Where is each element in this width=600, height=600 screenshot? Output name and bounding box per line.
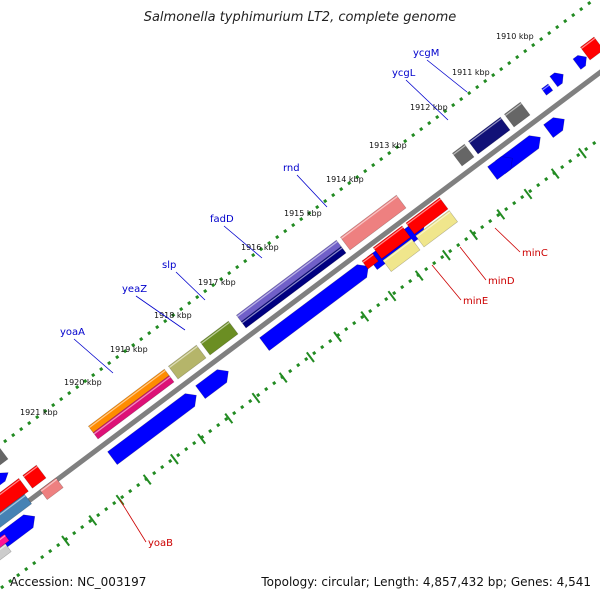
cds-small	[0, 472, 9, 486]
gene-label-rnd: rnd	[283, 163, 300, 174]
gene-label-yoaB: yoaB	[148, 538, 173, 549]
gene-label-yeaZ: yeaZ	[122, 284, 147, 295]
gene-label-yoaA: yoaA	[60, 327, 85, 338]
backbone-line	[0, 69, 600, 526]
gene-label-ycgL: ycgL	[392, 68, 416, 79]
gene-minD-b	[415, 210, 459, 248]
inner-tick	[360, 311, 370, 322]
tick-label: 1921 kbp	[20, 408, 58, 417]
cds-tr-1	[549, 72, 564, 88]
inner-tick	[61, 535, 70, 547]
gene-minC	[361, 252, 379, 270]
cds-forward-1	[195, 369, 229, 400]
gene-tr-red	[579, 36, 600, 61]
inner-tick	[305, 351, 315, 363]
inner-tick	[469, 229, 479, 241]
tick-label: 1920 kbp	[64, 378, 102, 387]
gene-slp	[199, 320, 239, 356]
gene-left-steel	[0, 493, 33, 528]
gene-label-minD: minD	[488, 276, 515, 287]
inner-tick-ring	[0, 136, 600, 591]
gene-label-minE: minE	[463, 296, 488, 307]
inner-tick	[224, 413, 234, 424]
inner-tick	[251, 392, 261, 404]
tick-label: 1917 kbp	[198, 278, 236, 287]
inner-tick	[496, 209, 506, 220]
tick-label: 1911 kbp	[452, 68, 490, 77]
tick-label: 1918 kbp	[154, 311, 192, 320]
inner-tick	[197, 433, 206, 445]
inner-tick	[577, 147, 587, 159]
inner-tick	[441, 249, 451, 261]
gene-minE	[372, 225, 411, 260]
cds-forward-0	[107, 393, 197, 466]
gene-label-minC: minC	[522, 248, 548, 259]
inner-tick	[523, 188, 533, 200]
inner-tick	[414, 270, 424, 281]
gene-label-fadD: fadD	[210, 214, 234, 225]
gene-yeaZ	[167, 344, 207, 380]
cds-forward-5	[487, 156, 513, 181]
outer-tick-ring	[0, 0, 596, 447]
gene-rnd	[339, 194, 407, 251]
inner-tick	[142, 474, 152, 485]
inner-tick	[278, 372, 288, 383]
inner-tick	[170, 453, 179, 465]
gene-ycgM	[503, 101, 531, 128]
cds-forward-6	[543, 117, 565, 139]
gene-minE-b	[382, 238, 421, 273]
gene-ycgL	[467, 116, 511, 155]
gene-minD	[405, 197, 449, 235]
cds-left	[0, 514, 36, 553]
gene-yoaA-stripe	[92, 375, 175, 440]
gene-grey-small	[0, 447, 9, 466]
cds-tr-2	[572, 55, 587, 70]
gene-yoaB-b	[39, 477, 64, 501]
inner-tick	[550, 168, 560, 179]
inner-tick	[387, 290, 397, 302]
tick-label: 1919 kbp	[110, 345, 148, 354]
map-title: Salmonella typhimurium LT2, complete gen…	[143, 10, 457, 25]
tick-label: 1915 kbp	[284, 209, 322, 218]
cds-forward-2	[259, 264, 369, 352]
accession-text: Accession: NC_003197	[10, 575, 147, 589]
gene-small-1	[451, 143, 475, 167]
tick-label: 1912 kbp	[410, 103, 448, 112]
gene-yoaB	[22, 464, 47, 489]
inner-tick	[88, 514, 98, 526]
gene-fadD-stripe	[240, 246, 347, 329]
cds-tr-3	[541, 83, 554, 96]
gene-label-slp: slp	[162, 260, 176, 271]
gene-label-ycgM: ycgM	[413, 48, 439, 59]
tick-label: 1910 kbp	[496, 32, 534, 41]
gene-left-red	[0, 477, 29, 513]
tick-label: 1916 kbp	[241, 243, 279, 252]
inner-tick	[333, 331, 343, 343]
tick-label: 1913 kbp	[369, 141, 407, 150]
tick-label: 1914 kbp	[326, 175, 364, 184]
topology-text: Topology: circular; Length: 4,857,432 bp…	[261, 575, 591, 589]
